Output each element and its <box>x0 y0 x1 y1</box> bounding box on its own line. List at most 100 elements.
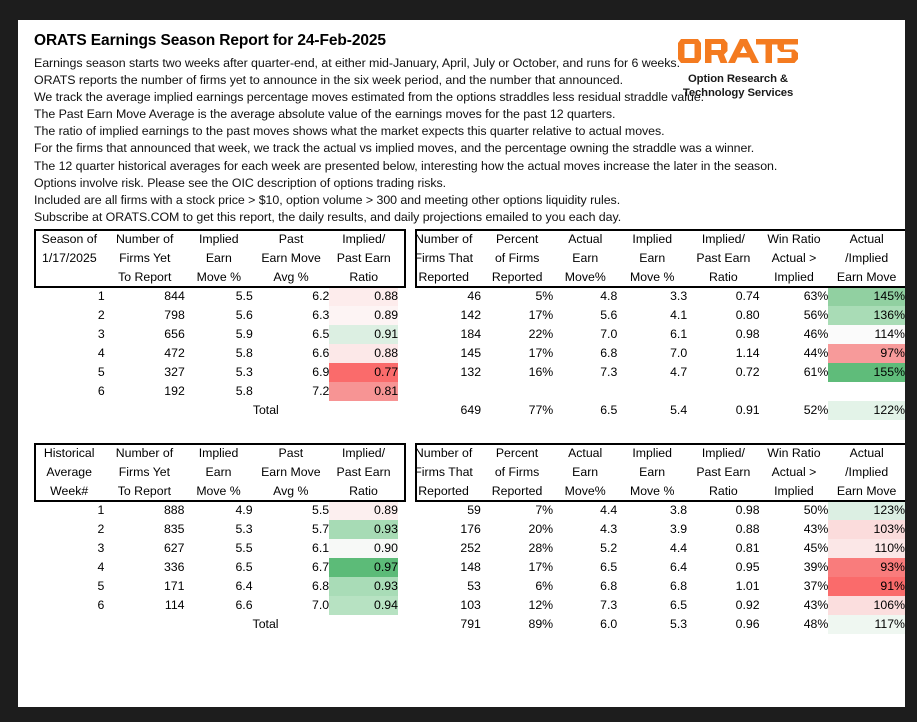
column-header: Past Earn <box>336 465 391 479</box>
cell-win-ratio: 63% <box>803 289 829 303</box>
column-header: Ratio <box>709 484 738 498</box>
column-header: Number of <box>415 232 473 246</box>
cell-imp-past-ratio: 0.81 <box>735 541 760 555</box>
cell-actual-move: 7.3 <box>600 598 618 612</box>
cell-empty <box>34 615 104 634</box>
column-header: Percent <box>495 232 539 246</box>
cell-win-ratio: 43% <box>803 598 829 612</box>
cell-imp-past-ratio: 0.98 <box>735 503 760 517</box>
total-pct-reported: 89% <box>528 617 554 631</box>
column-header: Move % <box>629 484 675 498</box>
column-header: Past Earn <box>696 465 751 479</box>
column-header: Move % <box>196 484 241 498</box>
cell-week: 6 <box>97 598 105 612</box>
cell-win-ratio: 45% <box>803 541 829 555</box>
column-header: Win Ratio <box>767 446 821 460</box>
cell-firms-yet: 656 <box>164 327 185 341</box>
intro-line: Subscribe at ORATS.COM to get this repor… <box>34 209 622 224</box>
cell-pct-reported: 17% <box>528 308 554 322</box>
cell-week: 5 <box>97 579 105 593</box>
cell-implied-move: 6.5 <box>235 560 253 574</box>
table-row: 1 844 5.5 6.2 0.88 46 5% 4.8 3.3 0.74 63% 145% <box>34 287 905 306</box>
cell-imp-past-ratio: 0.72 <box>735 365 760 379</box>
cell-reported: 252 <box>460 541 481 555</box>
cell-firms-yet: 844 <box>164 289 185 303</box>
cell-imp-past-ratio: 0.95 <box>735 560 760 574</box>
column-header: /Implied <box>845 251 889 265</box>
cell-past-move: 7.0 <box>312 598 330 612</box>
cell-imp-past-ratio <box>687 382 759 401</box>
table-total-row: Total 791 89% 6.0 5.3 0.96 48% 117% <box>34 615 905 634</box>
column-header: Earn Move <box>261 465 321 479</box>
intro-paragraph: Earnings season starts two weeks after q… <box>34 55 777 226</box>
column-header: Reported <box>491 484 543 498</box>
column-header: Reported <box>491 270 543 284</box>
cell-week: 3 <box>97 327 105 341</box>
cell-pct-reported <box>481 382 553 401</box>
cell-empty <box>105 401 185 420</box>
cell-pct-reported: 17% <box>528 346 554 360</box>
table-divider <box>398 520 406 539</box>
table-header-row: Average Firms Yet Earn Earn Move Past Earn Fi… <box>34 463 905 482</box>
table-divider <box>398 249 406 268</box>
column-header: Earn <box>639 465 666 479</box>
cell-implied-earn <box>617 382 687 401</box>
intro-line: Options involve risk. Please see the OIC… <box>34 175 447 190</box>
column-header: Move % <box>196 270 242 284</box>
cell-imp-past-ratio: 0.80 <box>735 308 760 322</box>
column-header: Actual <box>849 232 884 246</box>
logo-tagline: Option Research & Technology Services <box>643 73 833 100</box>
cell-past-move: 6.5 <box>312 327 330 341</box>
cell-week: 2 <box>97 522 105 536</box>
total-win-ratio: 52% <box>803 403 829 417</box>
total-imp-past-ratio: 0.91 <box>735 403 760 417</box>
column-header: 1/17/2025 <box>41 251 97 265</box>
cell-ratio: 0.89 <box>329 306 399 325</box>
column-header: Move% <box>564 484 606 498</box>
column-header: Reported <box>418 270 470 284</box>
cell-actual-move: 5.6 <box>600 308 618 322</box>
column-header: /Implied <box>845 465 889 479</box>
cell-implied-earn: 6.1 <box>670 327 688 341</box>
column-header: Implied <box>774 270 814 284</box>
cell-firms-yet: 192 <box>164 384 185 398</box>
cell-actual-implied: 110% <box>828 539 905 558</box>
table-header-row: To Report Move % Avg % Ratio Reported Reporte… <box>34 268 905 287</box>
table-total-row: Total 649 77% 6.5 5.4 0.91 52% 122% <box>34 401 905 420</box>
cell-reported: 145 <box>460 346 482 360</box>
table-header-row: Week# To Report Move % Avg % Ratio Reported Re… <box>34 482 905 501</box>
cell-empty <box>329 401 398 420</box>
column-header <box>34 268 105 287</box>
cell-win-ratio: 44% <box>803 346 829 360</box>
table-divider <box>398 363 406 382</box>
column-header: Actual <box>568 446 603 460</box>
column-header: Week# <box>50 484 89 498</box>
cell-implied-earn: 4.7 <box>670 365 688 379</box>
total-actual-move: 6.0 <box>600 617 618 631</box>
table-divider <box>398 444 406 463</box>
column-header: Implied/ <box>701 446 745 460</box>
cell-reported: 176 <box>460 522 481 536</box>
cell-ratio: 0.81 <box>329 382 399 401</box>
cell-pct-reported: 7% <box>535 503 554 517</box>
cell-past-move: 6.2 <box>312 289 330 303</box>
column-header: Implied <box>774 484 814 498</box>
table-header-row: Season of Number of Implied Past Implied/Num… <box>34 230 905 249</box>
cell-implied-move: 5.9 <box>235 327 253 341</box>
cell-actual-implied: 155% <box>828 363 905 382</box>
cell-imp-past-ratio: 0.92 <box>735 598 760 612</box>
table-divider <box>398 482 406 501</box>
table-row: 4 336 6.5 6.7 0.97 148 17% 6.5 6.4 0.95 39% 93% <box>34 558 905 577</box>
column-header: Earn Move <box>836 270 897 284</box>
cell-pct-reported: 16% <box>528 365 554 379</box>
cell-implied-earn: 6.4 <box>670 560 688 574</box>
intro-line: The ratio of implied earnings to the pas… <box>34 124 665 139</box>
report-table: Season of Number of Implied Past Implied/Num… <box>34 230 905 420</box>
table-row: 2 798 5.6 6.3 0.89 142 17% 5.6 4.1 0.80 56% 136% <box>34 306 905 325</box>
cell-actual-implied: 97% <box>828 344 905 363</box>
cell-implied-move: 5.8 <box>235 346 253 360</box>
cell-actual-move: 6.5 <box>600 560 618 574</box>
table-divider <box>398 615 406 634</box>
table-header-row: 1/17/2025 Firms Yet Earn Earn Move Past Earn… <box>34 249 905 268</box>
cell-pct-reported: 6% <box>535 579 554 593</box>
